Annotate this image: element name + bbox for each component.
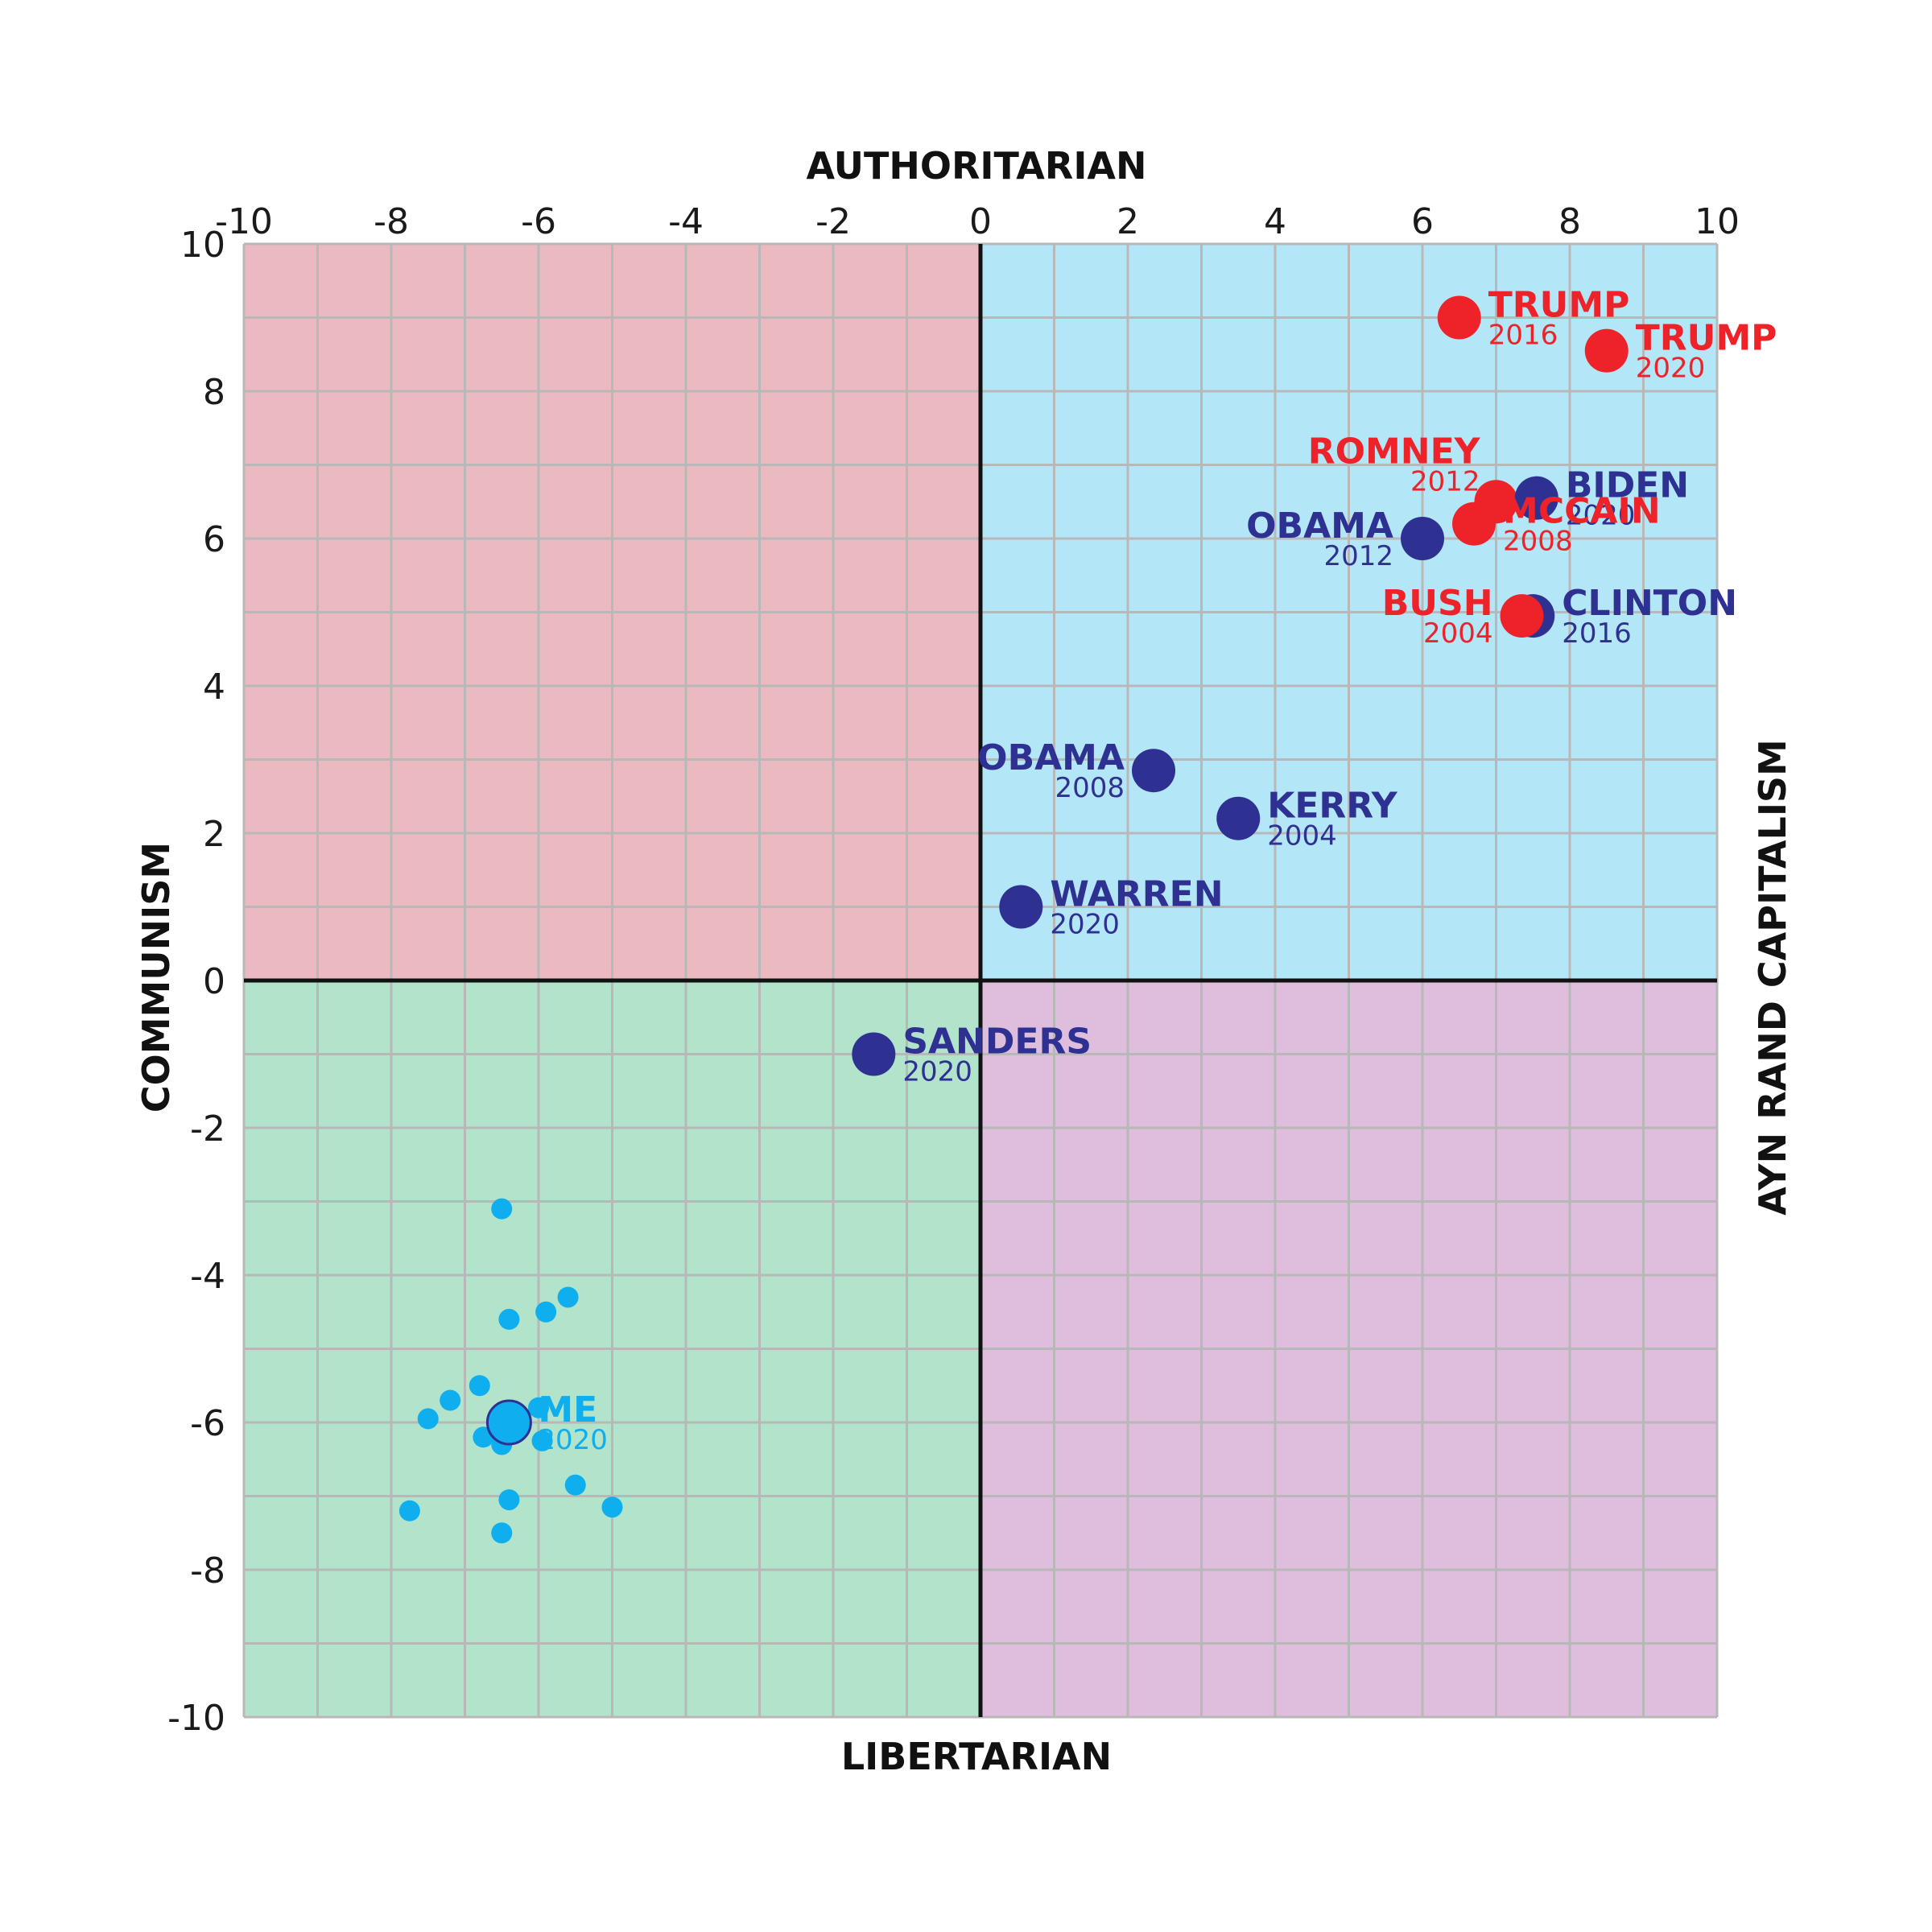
cluster-point: [440, 1389, 461, 1411]
x-tick-label: 10: [1695, 201, 1740, 242]
point-label-year: 2020: [1566, 500, 1636, 532]
x-tick-labels: -10 -8 -6 -4 -2 0 2 4 6 8 10: [215, 201, 1740, 242]
point-label-year: 2020: [1636, 353, 1706, 385]
point-label-name: ME: [538, 1389, 597, 1430]
x-tick-label: -10: [215, 201, 273, 242]
point-label-name: KERRY: [1267, 786, 1398, 827]
point-bush-2004: [1500, 594, 1544, 638]
cluster-point: [535, 1301, 557, 1323]
point-label-year: 2008: [1055, 772, 1125, 804]
cluster-point: [498, 1489, 520, 1511]
point-label-year: 2012: [1410, 465, 1480, 497]
point-mccain-2008: [1452, 502, 1496, 546]
point-label-name: OBAMA: [977, 737, 1125, 778]
cluster-point: [531, 1430, 553, 1451]
y-tick-label: -6: [190, 1403, 225, 1444]
cluster-point: [557, 1286, 579, 1308]
point-obama-2012: [1401, 517, 1444, 560]
point-label-year: 2016: [1562, 617, 1632, 650]
y-tick-label: 10: [180, 225, 225, 266]
point-kerry-2004: [1216, 796, 1261, 840]
cluster-point: [491, 1522, 513, 1544]
point-trump-2020: [1584, 328, 1629, 373]
y-tick-label: 4: [203, 667, 225, 708]
point-label-name: BIDEN: [1566, 465, 1689, 506]
point-label-year: 2020: [1050, 909, 1120, 941]
axis-title-bottom: LIBERTARIAN: [841, 1735, 1112, 1778]
point-label-year: 2008: [1503, 526, 1573, 558]
x-tick-label: 0: [969, 201, 992, 242]
point-label-name: OBAMA: [1246, 506, 1393, 547]
x-tick-label: -8: [374, 201, 409, 242]
point-biden-2020: [1514, 476, 1558, 520]
x-tick-label: 4: [1264, 201, 1286, 242]
y-tick-label: -10: [167, 1698, 225, 1739]
cluster-point: [564, 1474, 586, 1496]
cluster-point: [417, 1408, 439, 1430]
y-tick-label: -4: [190, 1256, 225, 1297]
x-tick-label: -4: [668, 201, 704, 242]
cluster-point: [601, 1496, 623, 1518]
cluster-point: [469, 1375, 490, 1397]
point-obama-2008: [1132, 749, 1176, 793]
cluster-point: [498, 1308, 520, 1330]
point-sanders-2020: [852, 1032, 896, 1076]
point-label-name: WARREN: [1050, 874, 1223, 915]
y-tick-label: 6: [203, 519, 225, 560]
x-tick-label: -6: [521, 201, 556, 242]
y-tick-label: -8: [190, 1550, 225, 1591]
axis-title-top: AUTHORITARIAN: [806, 144, 1146, 188]
point-me-2020: [485, 1399, 532, 1446]
center-axes: [244, 244, 1717, 1717]
point-label-name: MCCAIN: [1503, 491, 1661, 532]
point-label-name: CLINTON: [1562, 583, 1737, 624]
point-label-name: TRUMP: [1488, 285, 1630, 326]
point-label-year: 2016: [1488, 320, 1558, 352]
y-tick-label: 0: [203, 961, 225, 1002]
point-label-year: 2012: [1323, 540, 1393, 572]
x-tick-label: 8: [1558, 201, 1581, 242]
axis-title-right: AYN RAND CAPITALISM: [1751, 739, 1794, 1216]
x-tick-label: 2: [1117, 201, 1139, 242]
point-warren-2020: [999, 885, 1043, 929]
point-label-year: 2020: [902, 1056, 972, 1088]
cluster-point: [398, 1500, 420, 1521]
x-tick-label: 6: [1411, 201, 1434, 242]
cluster-point: [491, 1198, 513, 1220]
y-tick-label: 8: [203, 372, 225, 413]
point-label-name: ROMNEY: [1308, 431, 1481, 472]
point-label-year: 2004: [1423, 617, 1493, 650]
point-label-name: BUSH: [1382, 583, 1493, 624]
point-label-name: TRUMP: [1636, 318, 1777, 359]
y-tick-label: 2: [203, 814, 225, 855]
axis-title-left: COMMUNISM: [134, 842, 178, 1113]
labeled-points: [485, 295, 1629, 1446]
point-trump-2016: [1437, 295, 1481, 340]
point-label-year: 2020: [538, 1424, 608, 1456]
cluster-point: [528, 1397, 549, 1418]
y-tick-labels: 10 8 6 4 2 0 -2 -4 -6 -8 -10: [167, 225, 225, 1739]
point-label-name: SANDERS: [902, 1022, 1092, 1063]
y-tick-label: -2: [190, 1108, 225, 1150]
point-label-year: 2004: [1267, 820, 1337, 852]
x-tick-label: -2: [815, 201, 851, 242]
